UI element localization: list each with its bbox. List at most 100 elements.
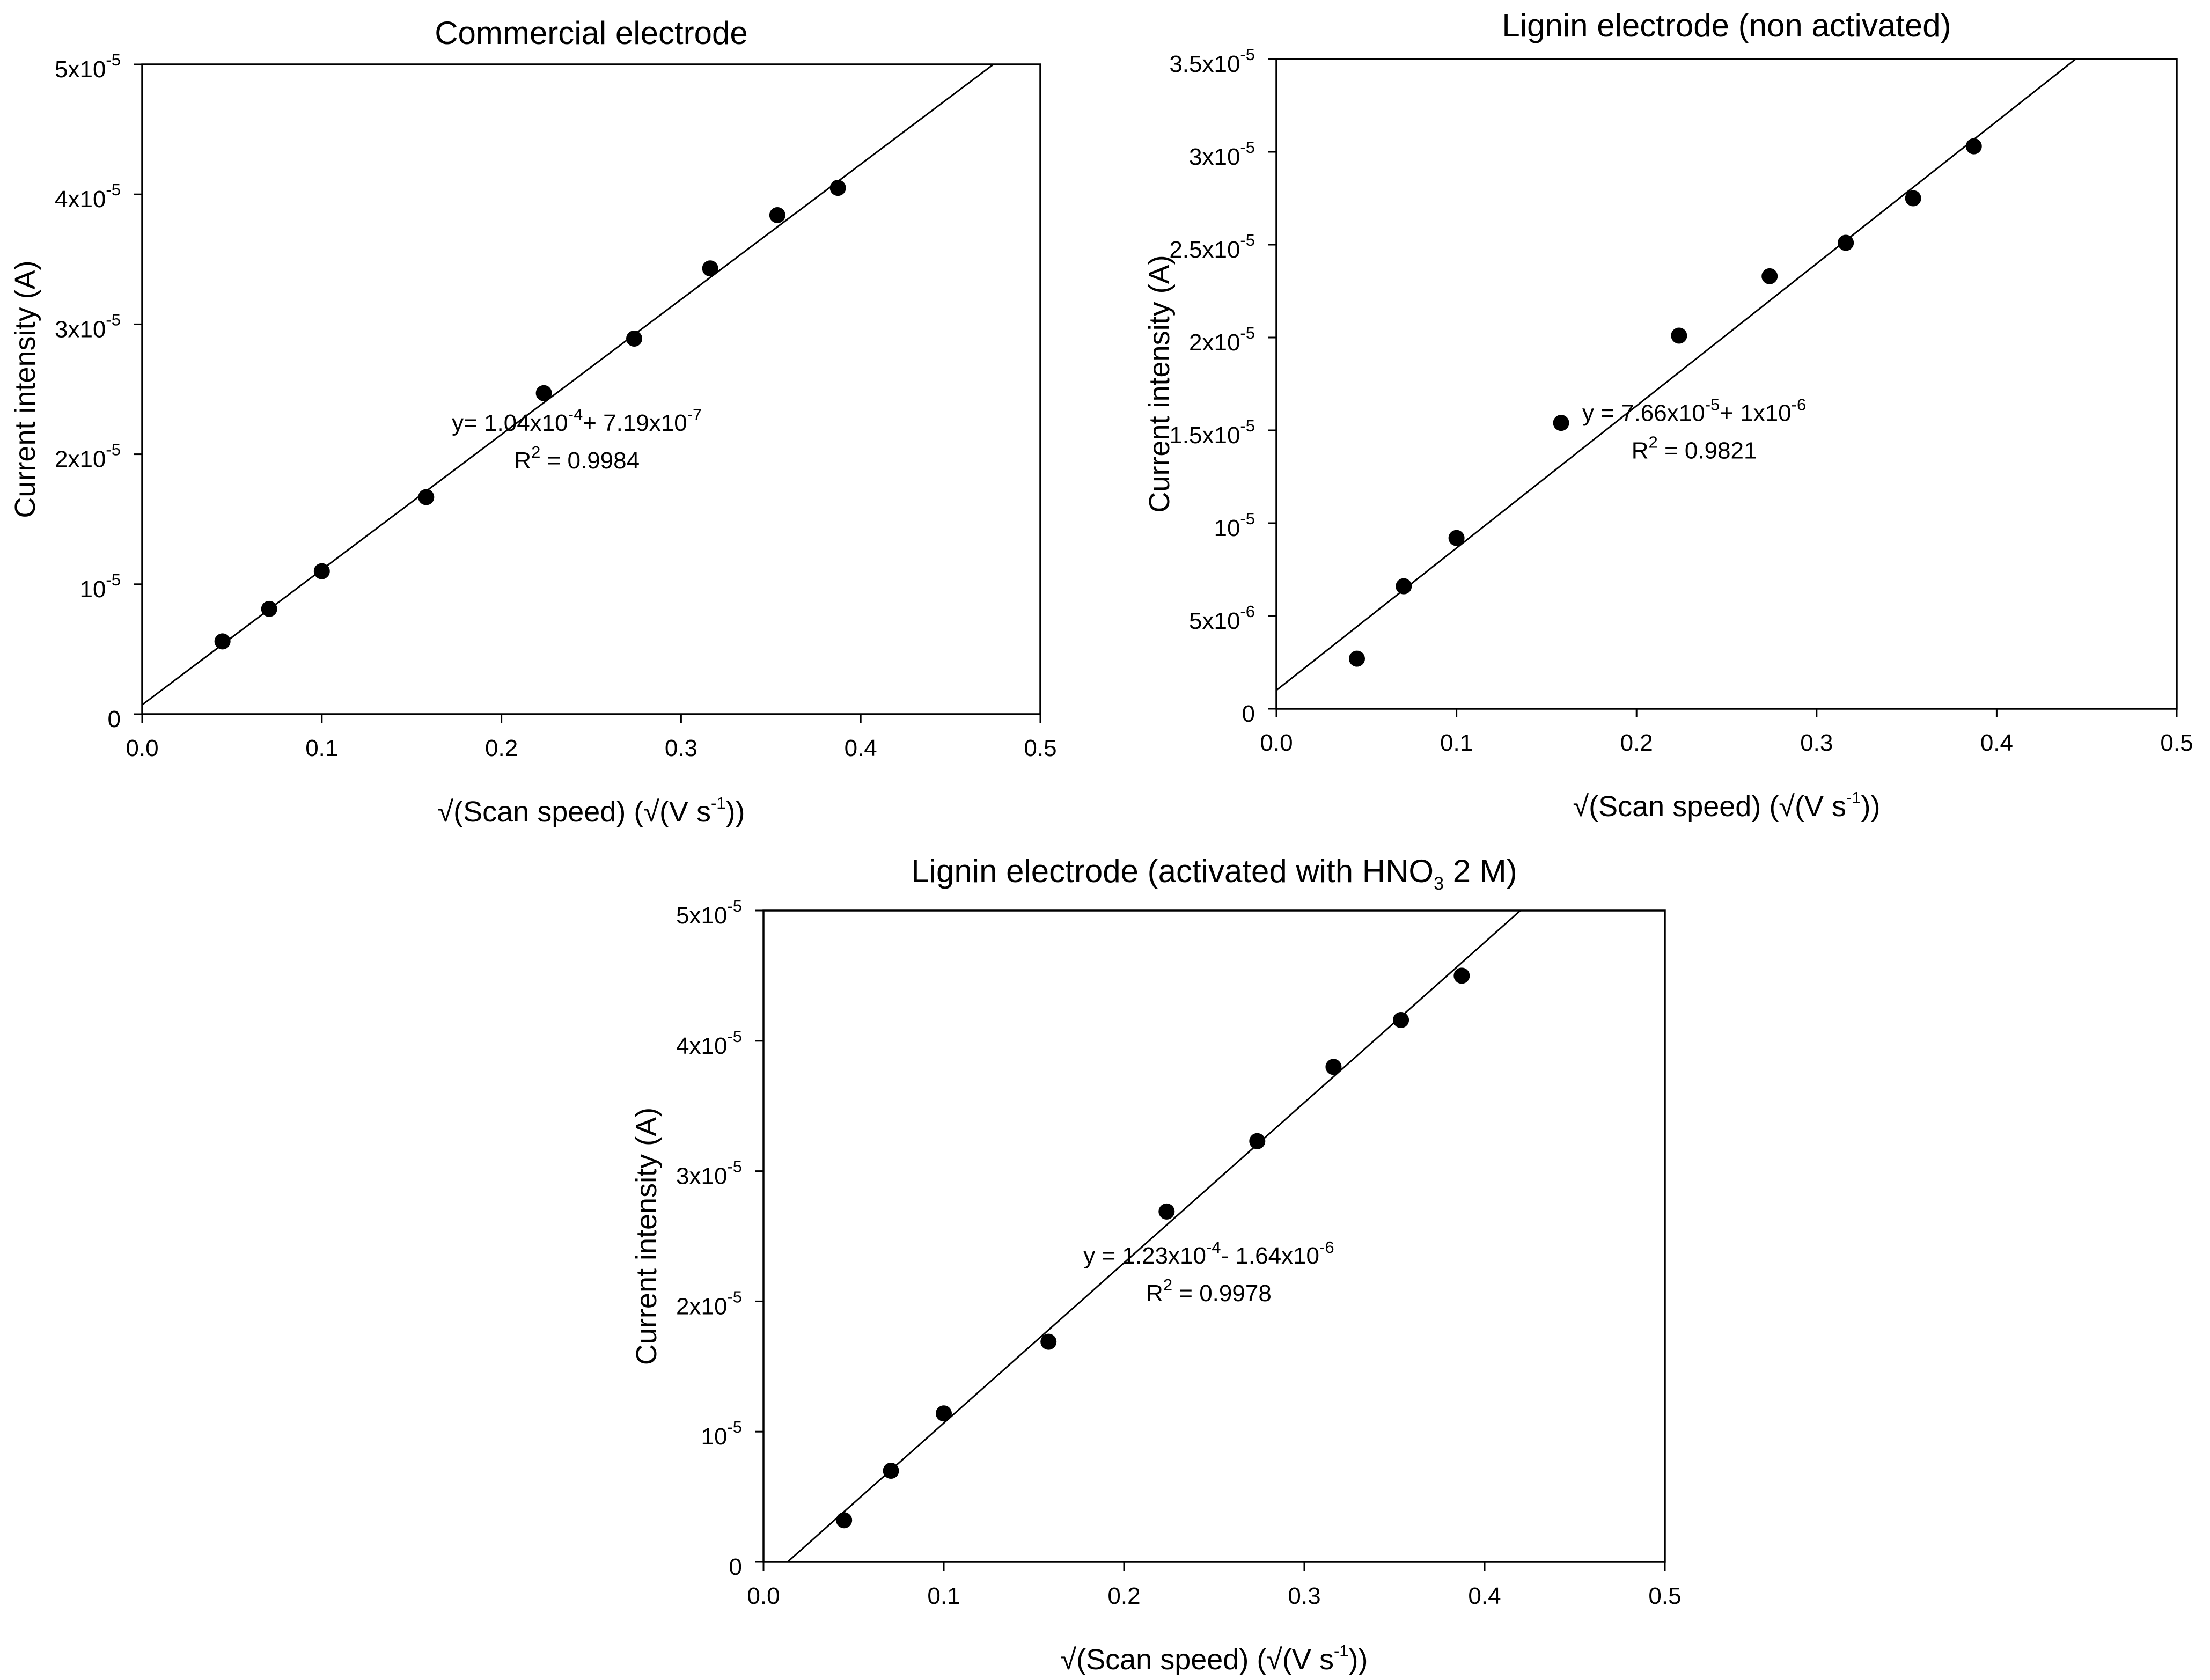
equation-exponent: -4: [568, 405, 583, 424]
r-squared-label: R: [1146, 1280, 1163, 1307]
x-tick-label: 0.5: [1648, 1583, 1681, 1609]
y-tick-mantissa: 3x10: [1189, 144, 1240, 170]
y-tick-mantissa: 3x10: [676, 1163, 727, 1190]
equation-text: y = 7.66x10: [1582, 400, 1705, 427]
y-tick-exponent: -5: [1240, 324, 1255, 342]
r-squared: R2 = 0.9821: [1632, 433, 1757, 464]
y-tick-mantissa: 5x10: [676, 903, 727, 929]
equation-text: + 1x10: [1720, 400, 1791, 427]
y-tick-exponent: -5: [727, 1027, 742, 1046]
chart-title-tail: 2 M): [1444, 853, 1517, 889]
data-point: [418, 489, 435, 505]
r-squared-label: R: [1632, 438, 1649, 464]
y-tick-exponent: -5: [1240, 45, 1255, 64]
x-tick-label: 0.2: [1620, 730, 1653, 756]
y-tick-label: 3x10-5: [1189, 138, 1255, 170]
y-tick-label: 10-5: [1214, 509, 1255, 541]
y-tick-exponent: -5: [1240, 231, 1255, 250]
x-tick-label: 0.2: [485, 735, 518, 761]
x-tick-label: 0.4: [1468, 1583, 1501, 1609]
r-squared: R2 = 0.9984: [514, 443, 640, 474]
y-tick-label: 2.5x10-5: [1169, 231, 1255, 263]
regression-line: [1276, 59, 2077, 691]
r-squared-label: R: [514, 447, 531, 474]
regression-line: [786, 911, 1522, 1562]
y-tick-label: 5x10-6: [1189, 602, 1255, 634]
equation-exponent: -7: [687, 405, 702, 424]
y-tick-exponent: -5: [106, 310, 121, 329]
y-tick-exponent: -5: [1240, 138, 1255, 157]
y-tick-mantissa: 4x10: [676, 1033, 727, 1059]
x-axis-label-exponent: -1: [1846, 788, 1861, 807]
y-axis-label: Current intensity (A): [1143, 255, 1176, 512]
y-tick-mantissa: 3.5x10: [1169, 51, 1240, 77]
y-axis-label: Current intensity (A): [9, 260, 41, 518]
equation-text: y = 1.23x10: [1083, 1243, 1206, 1269]
y-tick-label: 2x10-5: [55, 441, 121, 473]
y-tick-mantissa: 2.5x10: [1169, 237, 1240, 263]
y-tick-label: 4x10-5: [676, 1027, 742, 1059]
x-tick-label: 0.0: [747, 1583, 780, 1609]
y-tick-exponent: -5: [727, 1157, 742, 1176]
data-point: [1396, 578, 1412, 595]
data-point: [626, 331, 643, 347]
y-tick-exponent: -5: [1240, 509, 1255, 528]
y-tick-exponent: -5: [106, 570, 121, 589]
x-axis-label-text: √(Scan speed) (√(V s: [1061, 1644, 1334, 1676]
data-point: [1393, 1011, 1409, 1028]
x-tick-label: 0.1: [305, 735, 338, 761]
r-squared-exponent: 2: [1163, 1275, 1172, 1294]
chart-title: Commercial electrode: [435, 15, 748, 51]
y-tick-label: 1.5x10-5: [1169, 416, 1255, 449]
y-tick-label: 10-5: [701, 1418, 742, 1450]
data-point: [769, 207, 785, 223]
data-point: [1838, 234, 1854, 251]
y-tick-exponent: -5: [727, 897, 742, 915]
y-tick-mantissa: 5x10: [55, 56, 106, 83]
equation-exponent: -5: [1705, 395, 1720, 414]
chart-title: Lignin electrode (non activated): [1502, 8, 1951, 43]
x-tick-label: 0.5: [2160, 730, 2193, 756]
x-axis-label-tail: )): [726, 796, 745, 828]
regression-line: [142, 64, 995, 706]
x-tick-label: 0.2: [1107, 1583, 1140, 1609]
x-tick-label: 0.3: [1800, 730, 1833, 756]
y-tick-mantissa: 2x10: [676, 1293, 727, 1319]
data-point: [883, 1463, 899, 1479]
x-tick-label: 0.1: [927, 1583, 960, 1609]
r-squared-exponent: 2: [1648, 433, 1657, 452]
equation-text: y= 1.04x10: [452, 410, 568, 436]
y-tick-mantissa: 0: [108, 706, 121, 732]
x-tick-label: 0.3: [1288, 1583, 1320, 1609]
y-tick-mantissa: 10: [1214, 515, 1240, 541]
data-point: [1040, 1333, 1057, 1350]
plot-frame: [762, 909, 1666, 1563]
data-point: [829, 180, 846, 196]
data-point: [313, 563, 330, 579]
chart-panel-2: Lignin electrode (non activated) 0.0 0.1 0.…: [1143, 8, 2193, 823]
data-point: [214, 633, 231, 650]
r-squared-value: = 0.9984: [540, 447, 640, 474]
x-tick-label: 0.3: [665, 735, 697, 761]
y-tick-label: 2x10-5: [676, 1287, 742, 1319]
y-tick-label: 5x10-5: [676, 897, 742, 929]
y-tick-exponent: -5: [106, 180, 121, 199]
data-point: [1671, 327, 1687, 344]
data-point: [1349, 650, 1365, 667]
y-tick-exponent: -5: [106, 441, 121, 459]
y-tick-mantissa: 2x10: [55, 446, 106, 473]
y-tick-label: 3x10-5: [55, 310, 121, 342]
equation-exponent: -6: [1792, 395, 1807, 414]
y-tick-label: 3.5x10-5: [1169, 45, 1255, 77]
chart-title: Lignin electrode (activated with HNO3 2 …: [911, 853, 1517, 894]
r-squared-value: = 0.9821: [1658, 438, 1757, 464]
regression-equation: y= 1.04x10-4+ 7.19x10-7: [452, 405, 702, 436]
regression-equation: y = 1.23x10-4- 1.64x10-6: [1083, 1238, 1334, 1269]
chart-panel-3: Lignin electrode (activated with HNO3 2 …: [630, 853, 1682, 1676]
data-point: [1453, 967, 1470, 984]
chart-title-text: Lignin electrode (non activated): [1502, 8, 1951, 43]
data-point: [702, 260, 718, 277]
data-point: [1158, 1203, 1175, 1220]
x-tick-label: 0.0: [126, 735, 158, 761]
x-axis-label-exponent: -1: [1334, 1641, 1349, 1660]
